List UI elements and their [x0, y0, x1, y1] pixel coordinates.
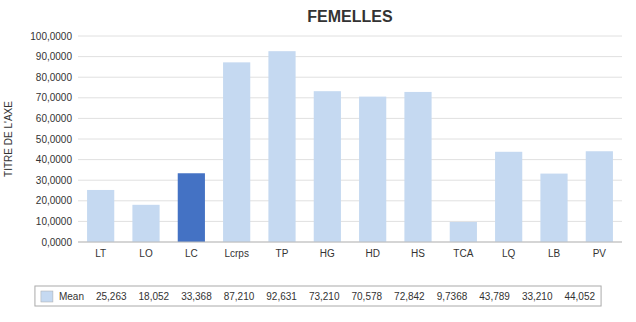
- grid-line: [78, 139, 622, 140]
- bar: [87, 190, 114, 242]
- x-tick-label: HG: [320, 248, 335, 259]
- x-tick-label: LB: [548, 248, 561, 259]
- x-axis-line: [78, 242, 622, 243]
- grid-line: [78, 159, 622, 160]
- legend-value: 33,368: [181, 291, 212, 302]
- legend-value: 18,052: [139, 291, 170, 302]
- bars: [87, 51, 613, 242]
- x-tick-label: HS: [411, 248, 425, 259]
- legend: Mean 25,263 18,052 33,368 87,210 92,631 73,210…: [35, 286, 601, 306]
- grid-line: [78, 36, 622, 37]
- grid-line: [78, 242, 622, 243]
- bar: [404, 92, 431, 242]
- bar: [586, 151, 613, 242]
- x-tick-label: TCA: [453, 248, 473, 259]
- x-tick-label: PV: [593, 248, 607, 259]
- y-tick-label: 10,0000: [36, 216, 73, 227]
- grid-line: [78, 56, 622, 57]
- bar: [223, 62, 250, 242]
- legend-value: 92,631: [266, 291, 297, 302]
- y-tick-label: 20,0000: [36, 195, 73, 206]
- bar: [495, 152, 522, 242]
- legend-value: 25,263: [96, 291, 127, 302]
- bar: [450, 222, 477, 242]
- y-tick-label: 90,0000: [36, 51, 73, 62]
- y-tick-label: 80,0000: [36, 72, 73, 83]
- legend-value: 9,7368: [437, 291, 468, 302]
- x-tick-label: LO: [139, 248, 153, 259]
- y-tick-label: 40,0000: [36, 154, 73, 165]
- legend-value: 70,578: [352, 291, 383, 302]
- bar: [359, 97, 386, 242]
- y-tick-label: 60,0000: [36, 113, 73, 124]
- y-tick-label: 100,0000: [30, 31, 72, 42]
- x-tick-label: LQ: [502, 248, 516, 259]
- x-tick-label: LC: [185, 248, 198, 259]
- grid-line: [78, 97, 622, 98]
- grid-line: [78, 118, 622, 119]
- x-tick-label: HD: [365, 248, 379, 259]
- y-tick-label: 70,0000: [36, 92, 73, 103]
- grid-line: [78, 77, 622, 78]
- y-tick-label: 50,0000: [36, 134, 73, 145]
- x-tick-label: TP: [276, 248, 289, 259]
- legend-value: 33,210: [522, 291, 553, 302]
- title: FEMELLES: [307, 8, 393, 25]
- y-axis-label: TITRE DE L'AXE: [3, 101, 14, 177]
- legend-value: 87,210: [224, 291, 255, 302]
- legend-value: 73,210: [309, 291, 340, 302]
- legend-label: Mean: [59, 291, 84, 302]
- bar: [540, 174, 567, 242]
- x-tick-label: LT: [95, 248, 106, 259]
- grid: [78, 36, 622, 242]
- y-tick-label: 30,0000: [36, 175, 73, 186]
- y-tick-label: 0,0000: [41, 237, 72, 248]
- legend-value: 43,789: [479, 291, 510, 302]
- bar: [178, 173, 205, 242]
- legend-frame: [35, 286, 601, 306]
- chart: FEMELLES TITRE DE L'AXE 0,0000 10,0000 20,00…: [0, 0, 636, 322]
- bar: [132, 205, 159, 242]
- legend-value: 72,842: [394, 291, 425, 302]
- bar: [268, 51, 295, 242]
- x-tick-label: Lcrps: [224, 248, 248, 259]
- bar: [314, 91, 341, 242]
- legend-value: 44,052: [564, 291, 595, 302]
- legend-swatch: [41, 291, 53, 302]
